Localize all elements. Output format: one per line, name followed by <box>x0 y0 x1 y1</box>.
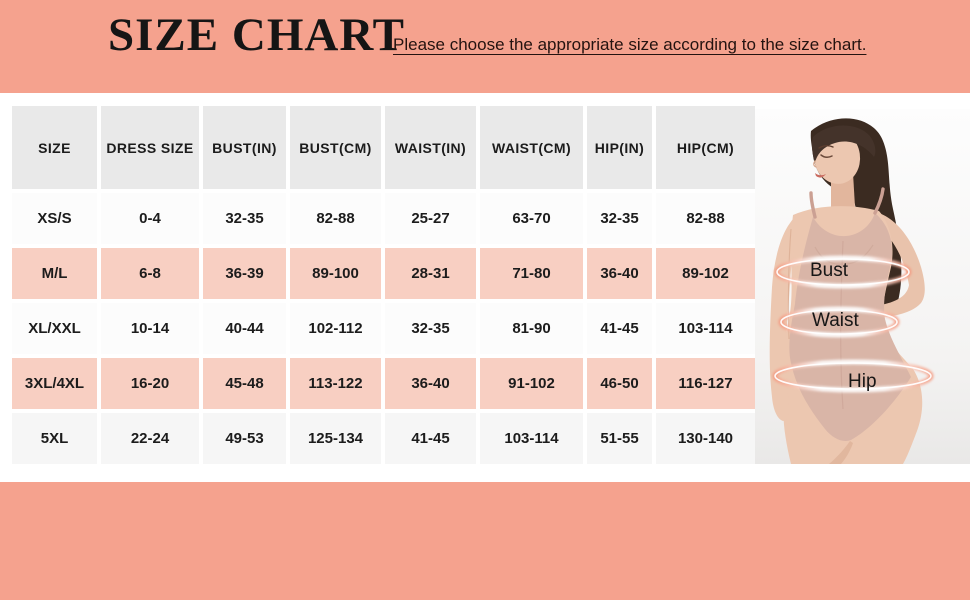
size-cell: 3XL/4XL <box>12 358 97 409</box>
table-cell: 36-39 <box>203 248 286 299</box>
table-cell: 41-45 <box>587 303 652 354</box>
table-cell: 40-44 <box>203 303 286 354</box>
table-cell: 71-80 <box>480 248 583 299</box>
table-cell: 36-40 <box>587 248 652 299</box>
table-cell: 0-4 <box>101 193 199 244</box>
table-row-m-l: M/L 6-8 36-39 89-100 28-31 71-80 36-40 8… <box>12 248 755 299</box>
table-cell: 102-112 <box>290 303 381 354</box>
footer-band: Comfortable "power" shapewear Comfortabl… <box>0 482 970 600</box>
size-cell: 5XL <box>12 413 97 464</box>
column-header-waist-cm: WAIST(CM) <box>480 106 583 189</box>
table-row-5xl: 5XL 22-24 49-53 125-134 41-45 103-114 51… <box>12 413 755 464</box>
table-header-row: SIZE DRESS SIZE BUST(IN) BUST(CM) WAIST(… <box>12 106 755 189</box>
hip-label: Hip <box>848 371 877 392</box>
table-cell: 32-35 <box>587 193 652 244</box>
header-subtitle: Please choose the appropriate size accor… <box>393 35 867 54</box>
table-cell: 28-31 <box>385 248 476 299</box>
table-cell: 16-20 <box>101 358 199 409</box>
column-header-hip-in: HIP(IN) <box>587 106 652 189</box>
column-header-size: SIZE <box>12 106 97 189</box>
table-cell: 130-140 <box>656 413 755 464</box>
table-cell: 82-88 <box>290 193 381 244</box>
column-header-hip-cm: HIP(CM) <box>656 106 755 189</box>
table-cell: 25-27 <box>385 193 476 244</box>
size-table: SIZE DRESS SIZE BUST(IN) BUST(CM) WAIST(… <box>8 102 759 468</box>
waist-label: Waist <box>812 310 859 331</box>
size-cell: XS/S <box>12 193 97 244</box>
table-cell: 82-88 <box>656 193 755 244</box>
table-cell: 32-35 <box>203 193 286 244</box>
table-cell: 81-90 <box>480 303 583 354</box>
table-cell: 113-122 <box>290 358 381 409</box>
table-cell: 36-40 <box>385 358 476 409</box>
table-cell: 45-48 <box>203 358 286 409</box>
table-cell: 125-134 <box>290 413 381 464</box>
table-cell: 10-14 <box>101 303 199 354</box>
column-header-bust-cm: BUST(CM) <box>290 106 381 189</box>
table-cell: 22-24 <box>101 413 199 464</box>
column-header-dress-size: DRESS SIZE <box>101 106 199 189</box>
table-cell: 32-35 <box>385 303 476 354</box>
table-cell: 103-114 <box>480 413 583 464</box>
header-band: SIZE CHART Please choose the appropriate… <box>0 0 970 93</box>
table-cell: 6-8 <box>101 248 199 299</box>
model-figure: Bust Waist Hip <box>755 109 970 464</box>
table-row-3xl-4xl: 3XL/4XL 16-20 45-48 113-122 36-40 91-102… <box>12 358 755 409</box>
table-cell: 63-70 <box>480 193 583 244</box>
table-cell: 89-102 <box>656 248 755 299</box>
size-cell: M/L <box>12 248 97 299</box>
table-cell: 49-53 <box>203 413 286 464</box>
table-cell: 89-100 <box>290 248 381 299</box>
table-row-xl-xxl: XL/XXL 10-14 40-44 102-112 32-35 81-90 4… <box>12 303 755 354</box>
table-cell: 51-55 <box>587 413 652 464</box>
table-row-xs-s: XS/S 0-4 32-35 82-88 25-27 63-70 32-35 8… <box>12 193 755 244</box>
model-illustration <box>755 109 970 464</box>
waist-ring <box>778 306 900 338</box>
bust-ring <box>774 255 912 289</box>
table-cell: 116-127 <box>656 358 755 409</box>
column-header-bust-in: BUST(IN) <box>203 106 286 189</box>
table-cell: 46-50 <box>587 358 652 409</box>
page-title: SIZE CHART <box>108 9 405 61</box>
size-cell: XL/XXL <box>12 303 97 354</box>
column-header-waist-in: WAIST(IN) <box>385 106 476 189</box>
table-cell: 91-102 <box>480 358 583 409</box>
hip-ring <box>772 359 934 393</box>
table-cell: 41-45 <box>385 413 476 464</box>
table-cell: 103-114 <box>656 303 755 354</box>
bust-label: Bust <box>810 260 849 281</box>
